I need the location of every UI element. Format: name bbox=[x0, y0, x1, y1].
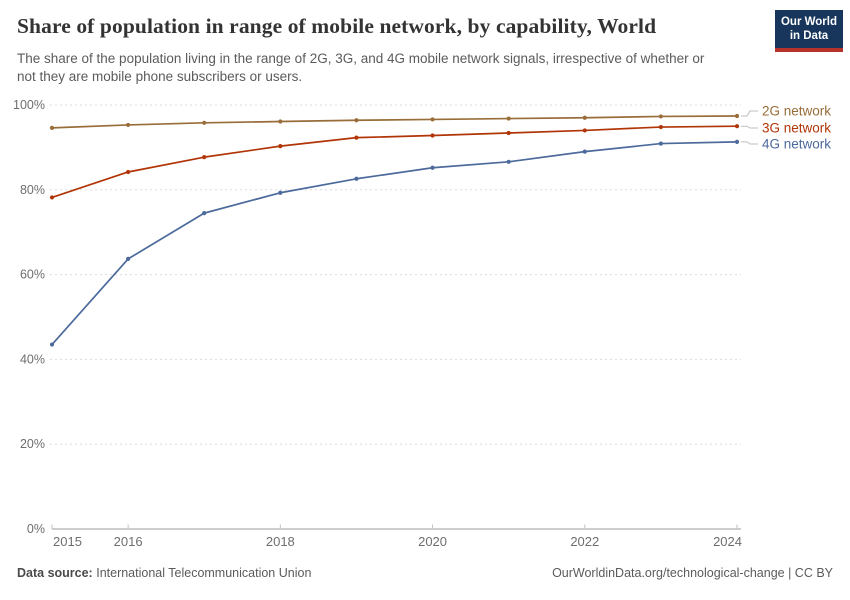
data-point-2g-network-2019[interactable] bbox=[354, 118, 359, 123]
data-point-3g-network-2023[interactable] bbox=[658, 124, 663, 130]
x-tick-label: 2020 bbox=[418, 534, 447, 549]
data-point-4g-network-2019[interactable] bbox=[354, 176, 359, 181]
data-point-3g-network-2015[interactable] bbox=[49, 195, 55, 200]
data-point-3g-network-2016[interactable] bbox=[126, 169, 131, 175]
y-tick-label: 0% bbox=[27, 522, 45, 536]
y-tick-label: 40% bbox=[20, 352, 45, 366]
data-point-4g-network-2016[interactable] bbox=[126, 256, 131, 262]
series-line-4g-network[interactable] bbox=[51, 141, 738, 346]
data-point-2g-network-2016[interactable] bbox=[126, 122, 131, 128]
data-point-3g-network-2021[interactable] bbox=[506, 130, 511, 136]
legend-connector-2g-network bbox=[741, 110, 758, 117]
data-point-2g-network-2022[interactable] bbox=[582, 115, 587, 120]
data-point-2g-network-2024[interactable] bbox=[734, 113, 740, 119]
data-point-3g-network-2017[interactable] bbox=[202, 155, 207, 160]
data-point-4g-network-2017[interactable] bbox=[202, 211, 207, 216]
data-point-2g-network-2023[interactable] bbox=[658, 114, 663, 119]
legend-label-4g-network[interactable]: 4G network bbox=[762, 137, 831, 152]
data-point-3g-network-2024[interactable] bbox=[734, 124, 740, 129]
owid-logo-line1: Our World bbox=[780, 16, 837, 28]
data-point-2g-network-2017[interactable] bbox=[202, 120, 207, 125]
data-point-2g-network-2015[interactable] bbox=[49, 125, 55, 130]
data-point-4g-network-2023[interactable] bbox=[658, 141, 663, 146]
data-point-3g-network-2019[interactable] bbox=[354, 135, 359, 140]
legend-label-3g-network[interactable]: 3G network bbox=[762, 121, 831, 136]
y-tick-label: 60% bbox=[20, 268, 45, 282]
data-source-label: Data source: bbox=[17, 566, 93, 580]
x-tick-label: 2016 bbox=[114, 534, 143, 549]
data-point-4g-network-2021[interactable] bbox=[506, 159, 511, 164]
data-point-4g-network-2022[interactable] bbox=[582, 149, 587, 154]
data-point-2g-network-2018[interactable] bbox=[278, 119, 283, 124]
data-point-3g-network-2022[interactable] bbox=[582, 128, 587, 133]
data-source-value: International Telecommunication Union bbox=[96, 566, 312, 580]
x-tick-label: 2022 bbox=[570, 534, 599, 549]
owid-logo-red-bar bbox=[775, 47, 843, 52]
x-tick-label: 2015 bbox=[53, 534, 82, 549]
owid-logo-line2: in Data bbox=[789, 30, 829, 43]
y-tick-label: 20% bbox=[20, 437, 45, 451]
legend-connector-3g-network bbox=[741, 125, 758, 129]
chart-footer: Data source: International Telecommunica… bbox=[17, 566, 833, 580]
owid-logo[interactable]: Our World in Data bbox=[775, 10, 843, 52]
x-tick-label: 2024 bbox=[713, 534, 742, 549]
data-point-4g-network-2015[interactable] bbox=[49, 342, 55, 347]
y-tick-label: 80% bbox=[20, 183, 45, 197]
data-source: Data source: International Telecommunica… bbox=[17, 566, 311, 580]
data-point-2g-network-2020[interactable] bbox=[430, 117, 435, 122]
legend-connector-4g-network bbox=[741, 141, 758, 145]
series-line-2g-network[interactable] bbox=[51, 115, 738, 129]
data-point-2g-network-2021[interactable] bbox=[506, 116, 511, 121]
x-tick-label: 2018 bbox=[266, 534, 295, 549]
chart-subtitle: The share of the population living in th… bbox=[17, 51, 705, 84]
license-link[interactable]: OurWorldinData.org/technological-change … bbox=[552, 566, 833, 580]
data-point-4g-network-2024[interactable] bbox=[734, 139, 740, 144]
data-point-4g-network-2020[interactable] bbox=[430, 165, 435, 170]
data-point-4g-network-2018[interactable] bbox=[278, 190, 283, 195]
page-title: Share of population in range of mobile n… bbox=[17, 14, 657, 38]
data-point-3g-network-2018[interactable] bbox=[278, 144, 283, 149]
legend-label-2g-network[interactable]: 2G network bbox=[762, 104, 831, 119]
y-tick-label: 100% bbox=[13, 98, 45, 112]
data-point-3g-network-2020[interactable] bbox=[430, 133, 435, 138]
series-line-3g-network[interactable] bbox=[51, 125, 738, 199]
